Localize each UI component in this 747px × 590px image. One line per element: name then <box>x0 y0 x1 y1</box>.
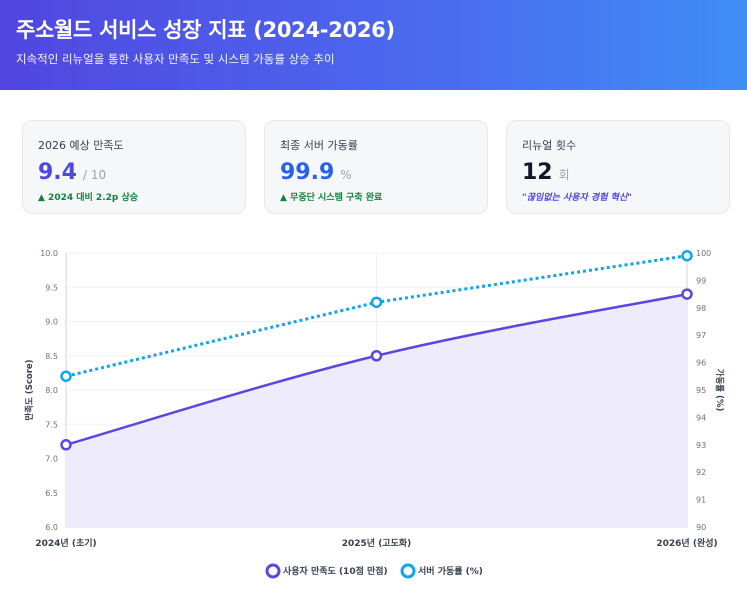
kpi-cards: 2026 예상 만족도 9.4 / 10 ▲ 2024 대비 2.2p 상승 최… <box>22 120 730 214</box>
kpi-value: 12 <box>522 160 553 185</box>
availability-point <box>681 249 693 262</box>
y-tick-label: 8.5 <box>45 352 58 361</box>
kpi-label: 최종 서버 가동률 <box>280 139 358 152</box>
kpi-note: "끊임없는 사용자 경험 혁신" <box>522 193 632 203</box>
legend-satisfaction-label: 사용자 만족도 (10점 만점) <box>283 565 388 577</box>
legend-availability-label: 서버 가동률 (%) <box>418 565 483 577</box>
kpi-label: 2026 예상 만족도 <box>38 139 124 152</box>
kpi-card-renewals: 리뉴얼 횟수 12 회 "끊임없는 사용자 경험 혁신" <box>506 120 730 214</box>
page-subtitle: 지속적인 리뉴얼을 통한 사용자 만족도 및 시스템 가동률 상승 추이 <box>16 52 335 66</box>
growth-chart: 6.0 6.5 7.0 7.5 8.0 8.5 9.0 9.5 10.0 90 91 92 93 94 95… <box>24 249 725 579</box>
x-tick-label: 2026년 (완성) <box>656 537 717 549</box>
y2-tick-label: 95 <box>696 386 706 395</box>
x-tick-label: 2024년 (초기) <box>35 537 96 549</box>
y-tick-label: 9.5 <box>45 283 58 292</box>
y-tick-label: 8.0 <box>45 386 58 395</box>
kpi-note: ▲ 2024 대비 2.2p 상승 <box>38 193 139 203</box>
x-tick-label: 2025년 (고도화) <box>342 537 412 549</box>
satisfaction-point <box>681 288 693 300</box>
kpi-card-satisfaction: 2026 예상 만족도 9.4 / 10 ▲ 2024 대비 2.2p 상승 <box>22 120 246 214</box>
y-tick-label: 7.5 <box>45 420 58 429</box>
kpi-card-availability: 최종 서버 가동률 99.9 % ▲ 무중단 시스템 구축 완료 <box>264 120 488 214</box>
y-tick-label: 7.0 <box>45 455 58 464</box>
availability-point <box>60 370 72 383</box>
y2-tick-label: 91 <box>696 496 706 505</box>
page-title: 주소월드 서비스 성장 지표 (2024-2026) <box>16 18 395 42</box>
y2-tick-label: 90 <box>696 523 706 532</box>
y-tick-label: 6.0 <box>45 523 58 532</box>
y-tick-label: 6.5 <box>45 489 58 498</box>
kpi-value: 99.9 <box>280 160 335 185</box>
y2-tick-label: 97 <box>696 331 706 340</box>
legend-satisfaction-marker <box>265 563 281 579</box>
kpi-note: ▲ 무중단 시스템 구축 완료 <box>280 193 383 203</box>
legend-availability-marker <box>400 563 416 579</box>
satisfaction-area <box>66 294 687 527</box>
kpi-unit: 회 <box>558 168 570 182</box>
availability-point <box>370 296 383 309</box>
y-tick-label: 9.0 <box>45 318 58 327</box>
y2-tick-label: 98 <box>696 304 706 313</box>
y-tick-label: 10.0 <box>40 249 58 258</box>
satisfaction-point <box>370 350 383 362</box>
y2-tick-label: 92 <box>696 468 706 477</box>
y2-tick-label: 93 <box>696 441 706 450</box>
kpi-label: 리뉴얼 횟수 <box>522 139 577 152</box>
y2-tick-label: 100 <box>696 249 711 258</box>
kpi-unit: / 10 <box>82 168 107 182</box>
y2-axis-title: 가동률 (%) <box>714 369 725 412</box>
satisfaction-point <box>60 439 72 451</box>
page-header: 주소월드 서비스 성장 지표 (2024-2026) 지속적인 리뉴얼을 통한 … <box>0 0 747 90</box>
kpi-unit: % <box>340 168 352 182</box>
y2-tick-label: 94 <box>696 413 706 422</box>
kpi-value: 9.4 <box>38 160 77 185</box>
y-axis-title: 만족도 (Score) <box>24 359 35 420</box>
y2-tick-label: 99 <box>696 276 706 285</box>
y2-tick-label: 96 <box>696 359 706 368</box>
